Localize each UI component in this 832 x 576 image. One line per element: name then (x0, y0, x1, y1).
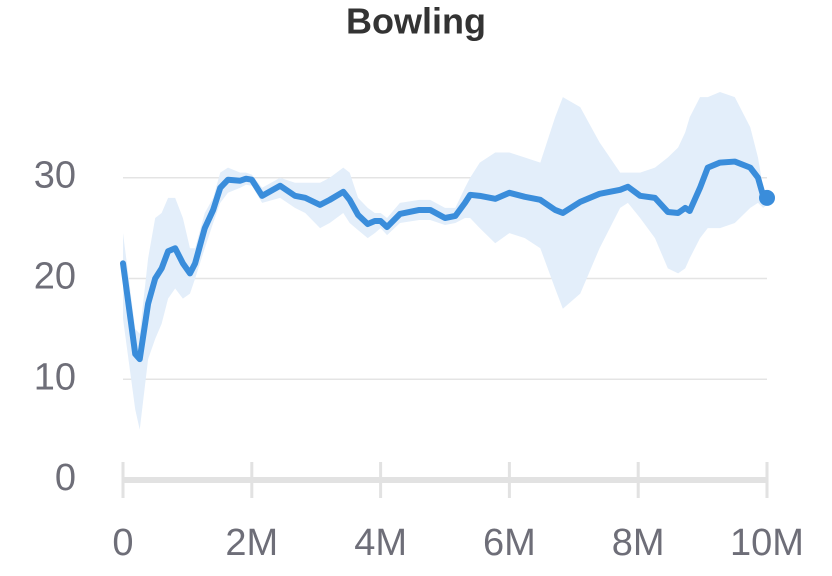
x-tick-label: 4M (354, 522, 407, 564)
y-tick-label: 20 (34, 255, 76, 297)
end-marker (759, 189, 775, 206)
x-tick-label: 0 (112, 522, 133, 564)
x-tick-label: 8M (612, 522, 665, 564)
y-tick-label: 10 (34, 356, 76, 398)
confidence-band (123, 92, 767, 430)
y-tick-label: 30 (34, 155, 76, 197)
x-tick-label: 2M (225, 522, 278, 564)
x-tick-label: 10M (730, 522, 804, 564)
y-tick-label: 0 (55, 457, 76, 499)
x-tick-label: 6M (483, 522, 536, 564)
line (120, 158, 770, 363)
chart-title: Bowling (346, 1, 486, 42)
